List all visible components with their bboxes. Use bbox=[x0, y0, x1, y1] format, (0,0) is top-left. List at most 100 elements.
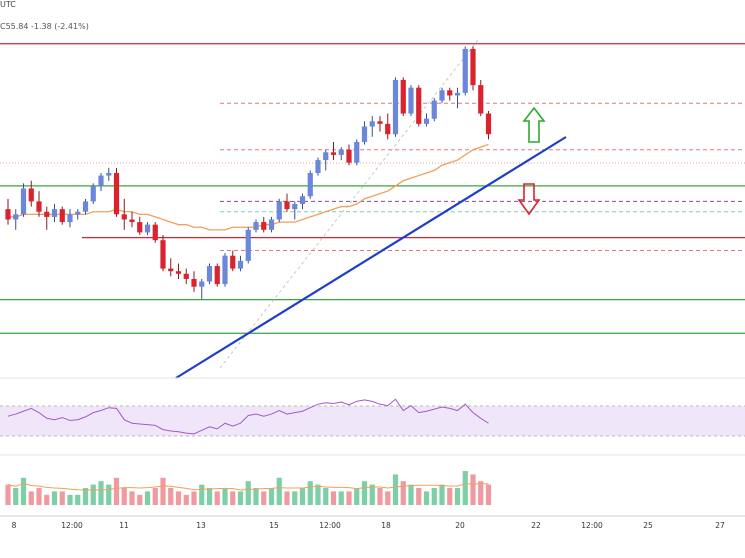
candle-body bbox=[113, 172, 120, 215]
volume-bar bbox=[137, 494, 143, 505]
trendline bbox=[175, 136, 567, 379]
candle-body bbox=[369, 121, 375, 127]
candle-body bbox=[485, 113, 492, 135]
volume-bar bbox=[59, 491, 65, 505]
candle-body bbox=[361, 126, 368, 142]
volume-bar bbox=[346, 491, 352, 505]
volume-bar bbox=[121, 488, 127, 505]
candle-body bbox=[214, 266, 220, 285]
candle-body bbox=[137, 222, 143, 233]
volume-bar bbox=[191, 491, 197, 505]
x-tick-label: 20 bbox=[455, 521, 465, 530]
candle-body bbox=[82, 201, 89, 212]
volume-bar bbox=[323, 488, 329, 505]
volume-bar bbox=[75, 494, 81, 505]
candle-body bbox=[307, 172, 313, 197]
volume-bar bbox=[261, 491, 267, 505]
volume-bar bbox=[454, 488, 461, 505]
x-tick-label: 22 bbox=[531, 521, 541, 530]
volume-bar bbox=[214, 491, 220, 505]
volume-bar bbox=[199, 484, 205, 505]
candle-body bbox=[408, 87, 414, 114]
volume-bar bbox=[369, 484, 375, 505]
volume-bar bbox=[183, 494, 189, 505]
rsi-line bbox=[7, 398, 489, 435]
volume-bar bbox=[51, 491, 58, 505]
candle-body bbox=[160, 240, 166, 269]
volume-bar bbox=[237, 491, 244, 505]
volume-bar bbox=[28, 491, 34, 505]
candle-body bbox=[20, 188, 27, 215]
volume-bar bbox=[330, 491, 337, 505]
volume-bar bbox=[5, 484, 11, 505]
candle-body bbox=[191, 278, 197, 287]
x-tick-label: 8 bbox=[12, 521, 17, 530]
candle-body bbox=[67, 214, 73, 223]
x-tick-label: 11 bbox=[119, 521, 129, 530]
volume-bar bbox=[431, 488, 437, 505]
volume-bar bbox=[175, 491, 182, 505]
candle-body bbox=[354, 141, 360, 163]
volume-bar bbox=[113, 477, 120, 505]
candle-body bbox=[98, 175, 104, 186]
arrow-down-icon bbox=[517, 183, 541, 216]
arrow-up-icon bbox=[522, 106, 546, 143]
candle-body bbox=[447, 90, 453, 96]
volume-bar bbox=[408, 484, 414, 505]
candle-body bbox=[28, 188, 34, 202]
candle-body bbox=[330, 152, 337, 155]
candle-body bbox=[199, 281, 205, 287]
volume-bar bbox=[292, 491, 298, 505]
candle-body bbox=[377, 121, 383, 124]
candle-body bbox=[106, 172, 112, 176]
volume-bar bbox=[299, 488, 306, 505]
volume-bar bbox=[400, 481, 406, 505]
candle-body bbox=[284, 201, 290, 210]
volume-bar bbox=[160, 477, 166, 505]
candle-body bbox=[222, 255, 228, 285]
candle-body bbox=[206, 266, 213, 282]
volume-bar bbox=[152, 488, 158, 505]
candle-body bbox=[439, 90, 445, 101]
volume-bar bbox=[307, 481, 313, 505]
volume-bar bbox=[36, 488, 42, 505]
candle-body bbox=[44, 211, 50, 217]
candle-body bbox=[230, 255, 236, 269]
x-tick-label: 12:00 bbox=[61, 521, 83, 530]
candle-body bbox=[175, 271, 182, 274]
candle-body bbox=[90, 185, 96, 202]
candle-body bbox=[261, 222, 267, 230]
volume-bar bbox=[423, 491, 430, 505]
candle-body bbox=[346, 149, 352, 163]
volume-bar bbox=[470, 474, 476, 505]
volume-bar bbox=[230, 491, 236, 505]
rsi-band bbox=[0, 406, 745, 436]
volume-bar bbox=[385, 491, 391, 505]
volume-bar bbox=[222, 488, 228, 505]
candle-body bbox=[36, 201, 42, 212]
candle-body bbox=[423, 118, 430, 124]
candle-body bbox=[144, 224, 151, 233]
ema-line bbox=[8, 143, 489, 231]
volume-bar bbox=[447, 488, 453, 505]
volume-bar bbox=[144, 491, 151, 505]
candle-body bbox=[245, 229, 251, 261]
volume-bar bbox=[245, 481, 251, 505]
volume-bar bbox=[168, 488, 174, 505]
candle-body bbox=[462, 48, 468, 93]
candle-body bbox=[454, 92, 461, 96]
volume-bar bbox=[20, 477, 27, 505]
candle-body bbox=[129, 219, 135, 223]
volume-bar bbox=[90, 484, 96, 505]
candle-body bbox=[183, 273, 189, 279]
candle-body bbox=[152, 224, 158, 241]
candle-body bbox=[416, 87, 422, 124]
volume-bar bbox=[253, 488, 259, 505]
volume-bar bbox=[392, 474, 399, 505]
candle-body bbox=[268, 219, 275, 230]
volume-bar bbox=[268, 488, 275, 505]
volume-bar bbox=[315, 484, 321, 505]
volume-bar bbox=[377, 488, 383, 505]
candle-body bbox=[338, 149, 344, 155]
